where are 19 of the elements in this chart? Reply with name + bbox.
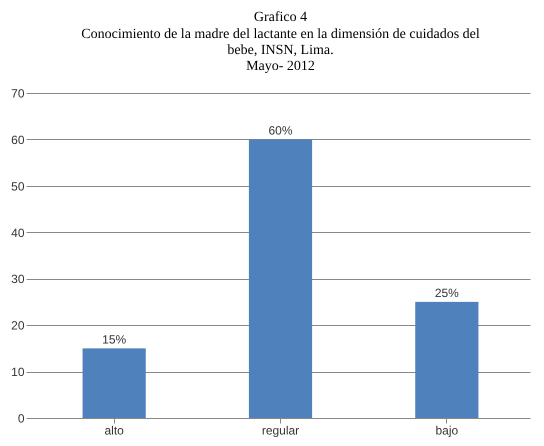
bar [415,302,478,418]
data-label: 25% [434,286,460,300]
y-tick-label: 60 [11,132,25,147]
bar [248,139,312,418]
chart-title: Grafico 4 [254,10,308,25]
chart-subtitle: Conocimiento de la madre del lactante en la dimensión de cuidados del bebe, INSN, Lima. Mayo- 2012 [81,27,480,74]
data-label: 60% [268,123,293,138]
y-tick-label: 70 [11,86,25,100]
x-tick-label: regular [262,424,300,438]
x-tick-label: bajo [435,424,459,438]
y-tick-label: 10 [11,365,25,380]
bar [82,348,146,418]
y-tick-label: 0 [18,412,25,426]
y-tick-label: 40 [11,226,25,240]
data-label: 15% [102,332,126,346]
y-tick-label: 50 [11,179,25,194]
x-tick-label: alto [104,424,124,438]
y-tick-label: 30 [11,272,25,286]
y-tick-label: 20 [11,318,25,333]
